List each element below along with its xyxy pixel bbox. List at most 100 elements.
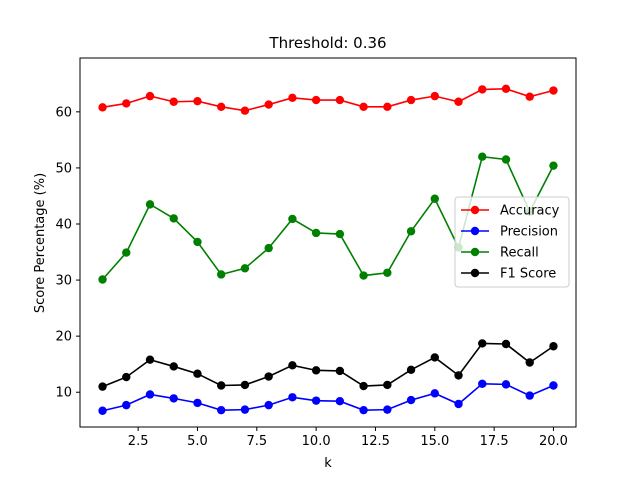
data-point-f1-score — [240, 380, 250, 390]
y-tick-label: 50 — [55, 161, 72, 176]
data-point-precision — [311, 396, 321, 405]
data-point-f1-score — [122, 372, 131, 382]
data-point-f1-score — [501, 339, 511, 349]
data-point-accuracy — [311, 95, 321, 105]
data-point-accuracy — [217, 102, 226, 111]
data-point-accuracy — [335, 95, 345, 105]
x-tick-label: 15.0 — [420, 434, 449, 449]
axes-frame — [79, 57, 577, 428]
data-point-f1-score — [359, 381, 368, 391]
data-point-accuracy — [383, 102, 392, 111]
x-tick-label: 7.5 — [246, 434, 267, 449]
data-point-recall — [383, 268, 392, 277]
data-point-precision — [478, 379, 487, 389]
data-point-recall — [264, 243, 273, 253]
y-tick-label: 20 — [55, 330, 72, 345]
data-point-recall — [217, 270, 226, 279]
data-point-recall — [359, 271, 368, 280]
data-point-precision — [122, 400, 131, 410]
data-point-f1-score — [145, 355, 155, 364]
data-point-accuracy — [430, 91, 439, 101]
plot-area — [98, 84, 558, 415]
data-point-precision — [525, 391, 534, 400]
chart-title: Threshold: 0.36 — [268, 34, 386, 52]
data-point-accuracy — [98, 103, 107, 112]
y-tick-label: 10 — [55, 386, 72, 401]
data-point-accuracy — [240, 106, 250, 115]
data-point-recall — [122, 248, 131, 257]
legend-box — [454, 196, 570, 288]
legend-swatch-marker-precision — [470, 226, 480, 236]
data-point-f1-score — [335, 366, 345, 376]
legend-swatch-marker-accuracy — [470, 205, 480, 215]
x-tick-label: 10.0 — [302, 434, 331, 449]
data-point-accuracy — [264, 100, 273, 109]
x-axis-label: k — [324, 456, 332, 471]
data-point-accuracy — [169, 97, 178, 106]
data-point-precision — [501, 380, 511, 389]
data-point-recall — [430, 194, 439, 203]
data-point-accuracy — [525, 92, 534, 101]
data-point-f1-score — [98, 382, 107, 391]
data-point-precision — [145, 390, 155, 399]
legend: Accuracy Precision Recall F1 Score — [454, 196, 570, 288]
data-point-f1-score — [525, 358, 534, 367]
data-point-recall — [478, 152, 487, 161]
data-point-recall — [193, 237, 202, 247]
data-point-recall — [311, 228, 321, 238]
x-tick-label: 2.5 — [128, 434, 149, 449]
data-point-recall — [335, 229, 345, 239]
legend-label-precision: Precision — [500, 225, 558, 240]
data-point-accuracy — [193, 96, 202, 106]
data-point-accuracy — [145, 91, 155, 101]
y-axis-label: Score Percentage (%) — [33, 173, 48, 313]
data-point-precision — [240, 405, 250, 414]
data-point-recall — [406, 227, 416, 236]
data-point-precision — [430, 389, 439, 398]
y-tick-label: 30 — [55, 274, 72, 289]
data-point-precision — [288, 393, 297, 402]
data-point-recall — [549, 161, 558, 170]
data-point-f1-score — [430, 353, 439, 362]
series-line-recall — [101, 155, 555, 281]
data-point-f1-score — [169, 362, 178, 371]
legend-swatch-marker-recall — [470, 247, 480, 257]
data-point-recall — [240, 264, 250, 273]
data-point-f1-score — [311, 366, 321, 375]
data-point-precision — [383, 405, 392, 414]
data-point-accuracy — [406, 95, 416, 105]
data-point-recall — [145, 200, 155, 209]
data-point-accuracy — [501, 84, 511, 94]
data-point-precision — [359, 405, 368, 415]
data-point-f1-score — [478, 339, 487, 348]
data-point-f1-score — [383, 380, 392, 390]
data-point-accuracy — [454, 97, 463, 106]
data-point-recall — [288, 214, 297, 224]
data-point-f1-score — [264, 372, 273, 381]
data-point-f1-score — [217, 381, 226, 390]
data-point-precision — [335, 397, 345, 406]
legend-label-accuracy: Accuracy — [500, 204, 560, 219]
data-point-precision — [193, 398, 202, 408]
data-point-accuracy — [359, 102, 368, 111]
data-point-f1-score — [288, 361, 297, 370]
data-point-recall — [169, 214, 178, 223]
y-tick-label: 60 — [55, 105, 72, 120]
data-point-precision — [454, 399, 463, 409]
data-point-precision — [264, 400, 273, 410]
data-point-accuracy — [288, 93, 297, 103]
data-point-recall — [98, 275, 107, 284]
data-point-precision — [98, 406, 107, 415]
data-point-accuracy — [549, 86, 558, 95]
data-point-precision — [217, 405, 226, 415]
data-point-accuracy — [478, 85, 487, 94]
data-point-precision — [549, 381, 558, 390]
x-tick-label: 20.0 — [539, 434, 568, 449]
data-point-recall — [501, 155, 511, 164]
data-point-f1-score — [454, 371, 463, 380]
x-tick-label: 17.5 — [480, 434, 509, 449]
data-point-precision — [169, 394, 178, 403]
data-point-precision — [406, 395, 416, 405]
